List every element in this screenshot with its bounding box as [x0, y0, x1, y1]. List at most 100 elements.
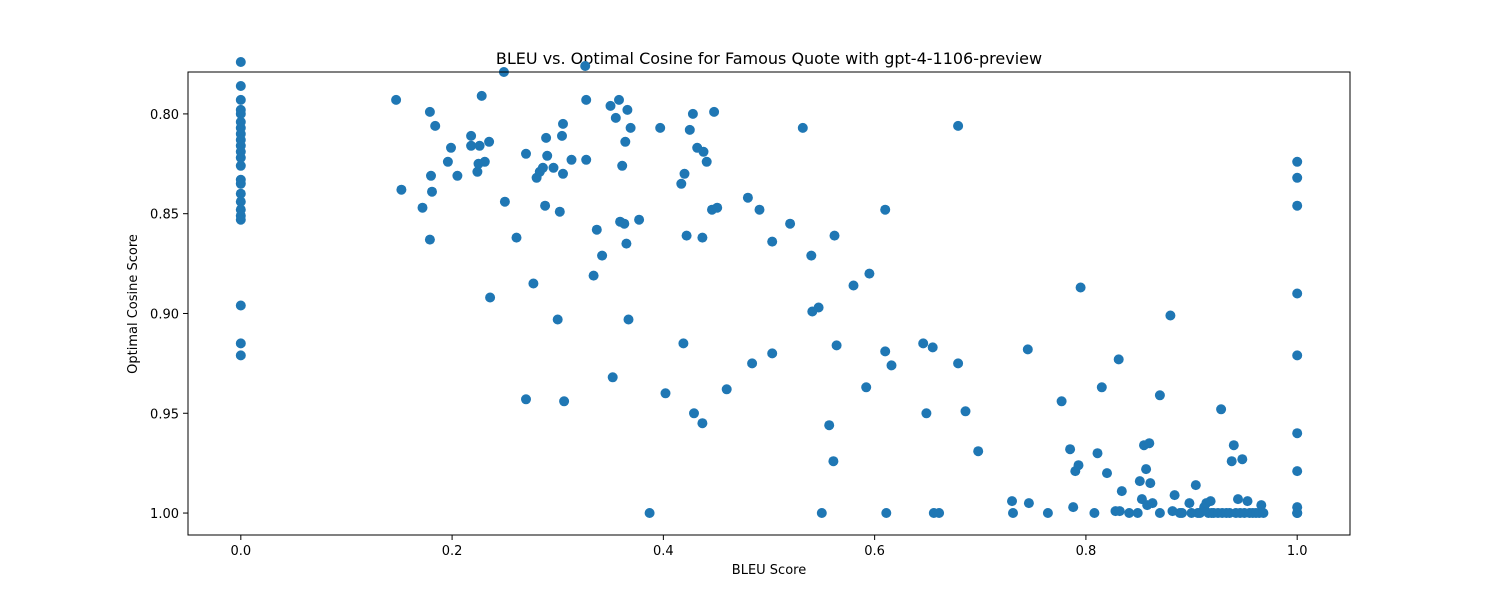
data-point	[754, 204, 765, 215]
y-axis-label: Optimal Cosine Score	[126, 234, 141, 374]
data-point	[617, 160, 628, 171]
data-point	[861, 382, 872, 393]
x-tick-label: 0.4	[653, 544, 674, 559]
data-point	[767, 348, 778, 359]
data-point	[557, 130, 567, 141]
data-point	[1073, 460, 1084, 471]
data-point	[1144, 438, 1155, 449]
data-point	[813, 302, 824, 313]
data-point	[235, 57, 246, 67]
data-point	[528, 278, 539, 289]
y-tick-label: 0.95	[150, 407, 179, 422]
data-point	[1292, 288, 1303, 299]
y-tick-label: 0.85	[150, 208, 179, 223]
data-point	[566, 154, 577, 165]
data-point	[424, 234, 435, 245]
data-point	[581, 94, 592, 105]
data-point	[1292, 508, 1303, 518]
data-point	[466, 130, 477, 141]
data-point	[417, 202, 428, 213]
data-point	[552, 314, 563, 325]
data-point	[424, 106, 435, 117]
data-point	[848, 280, 859, 291]
data-point	[1056, 396, 1067, 407]
data-point	[881, 508, 892, 518]
data-point	[681, 230, 692, 241]
x-axis-ticks: 0.0 0.2 0.4 0.6 0.8 1.0	[230, 535, 1308, 559]
data-point	[742, 192, 753, 203]
data-point	[655, 122, 666, 133]
data-point	[235, 108, 246, 119]
data-point	[476, 90, 487, 101]
data-point	[235, 338, 246, 349]
data-point	[521, 148, 531, 159]
data-point	[537, 162, 548, 173]
data-point	[689, 408, 699, 419]
data-point	[541, 132, 552, 143]
y-tick-label: 1.00	[150, 507, 179, 522]
data-point	[1216, 404, 1227, 415]
data-point	[953, 358, 964, 369]
data-point	[676, 178, 687, 189]
data-point	[605, 100, 616, 111]
data-point	[581, 154, 592, 165]
data-point	[235, 188, 246, 199]
data-point	[235, 300, 246, 311]
data-point	[960, 406, 971, 417]
data-point	[446, 142, 456, 153]
data-point	[620, 136, 631, 147]
data-point	[1007, 496, 1017, 507]
data-point	[396, 184, 407, 195]
data-point	[426, 170, 436, 181]
data-point	[831, 340, 842, 351]
data-point	[499, 196, 510, 207]
data-point	[588, 270, 599, 281]
data-point	[785, 218, 796, 229]
data-point	[886, 360, 897, 371]
data-point	[1075, 282, 1086, 293]
data-point	[554, 206, 565, 217]
data-point	[235, 94, 246, 105]
data-point	[1132, 508, 1143, 518]
data-point	[698, 146, 709, 157]
data-point	[1154, 508, 1165, 518]
data-point	[235, 160, 246, 171]
data-point	[1177, 508, 1187, 518]
data-point	[1042, 508, 1053, 518]
data-point	[1205, 496, 1216, 507]
data-point	[521, 394, 531, 405]
data-point	[1190, 480, 1201, 491]
data-point	[1242, 496, 1253, 507]
x-tick-label: 0.8	[1076, 544, 1097, 559]
data-point	[697, 232, 708, 243]
plot-frame	[187, 71, 1351, 536]
data-point	[828, 456, 839, 467]
data-point	[623, 314, 634, 325]
data-point	[1023, 498, 1034, 509]
data-point	[1228, 440, 1239, 451]
y-axis-ticks: 0.80 0.85 0.90 0.95 1.00	[150, 108, 188, 522]
data-point	[235, 152, 246, 163]
data-point	[880, 204, 891, 215]
data-point	[687, 108, 698, 119]
x-axis-label: BLEU Score	[732, 563, 806, 578]
data-point	[466, 140, 477, 151]
data-point	[1092, 448, 1103, 459]
data-point	[1184, 498, 1195, 509]
data-point	[1124, 508, 1135, 518]
data-point	[918, 338, 929, 349]
data-point	[709, 106, 720, 117]
data-point	[864, 268, 875, 279]
data-point	[1089, 508, 1100, 518]
data-point	[614, 94, 624, 105]
data-point	[1147, 498, 1158, 509]
data-point	[1292, 350, 1303, 361]
data-point	[806, 250, 817, 261]
data-point	[235, 214, 246, 225]
data-point	[479, 156, 490, 167]
data-point	[559, 396, 570, 407]
data-point	[1022, 344, 1033, 355]
data-point	[430, 120, 441, 131]
chart-title: BLEU vs. Optimal Cosine for Famous Quote…	[496, 49, 1042, 68]
